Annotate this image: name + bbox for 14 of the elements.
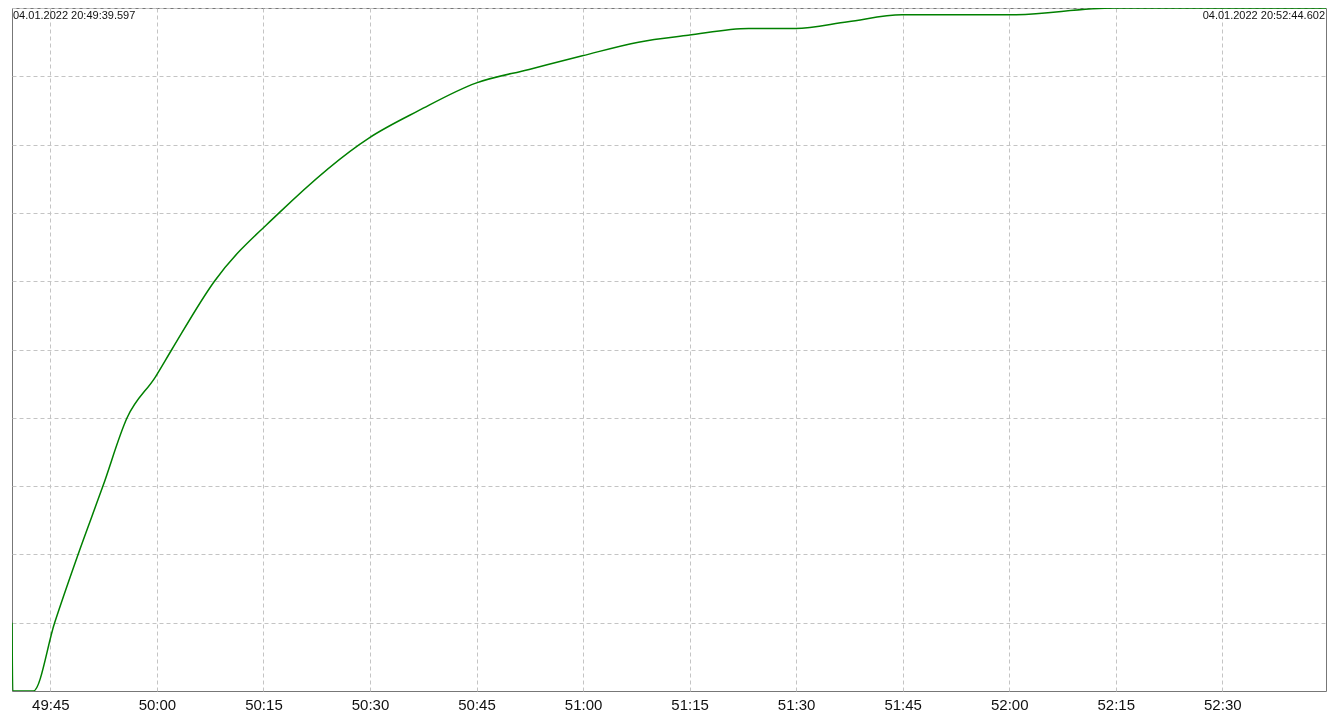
x-tick-label: 50:00 (138, 695, 177, 713)
x-tick-label: 52:00 (990, 695, 1029, 713)
x-tick-label: 52:30 (1204, 695, 1242, 713)
x-tick-label: 51:15 (671, 695, 709, 713)
x-tick-label: 52:15 (1097, 695, 1136, 713)
annotation: 04.01.2022 20:52:44.602 (1202, 9, 1325, 21)
annotation: 04.01.2022 20:49:39.597 (13, 9, 136, 21)
x-tick-label: 49:45 (32, 695, 70, 713)
x-tick-label: 51:00 (564, 695, 603, 713)
x-tick-label: 50:45 (458, 695, 496, 713)
x-tick-label: 50:30 (351, 695, 390, 713)
x-tick-label: 51:45 (884, 695, 922, 713)
x-tick-label: 51:30 (777, 695, 816, 713)
x-tick-label: 50:15 (245, 695, 283, 713)
